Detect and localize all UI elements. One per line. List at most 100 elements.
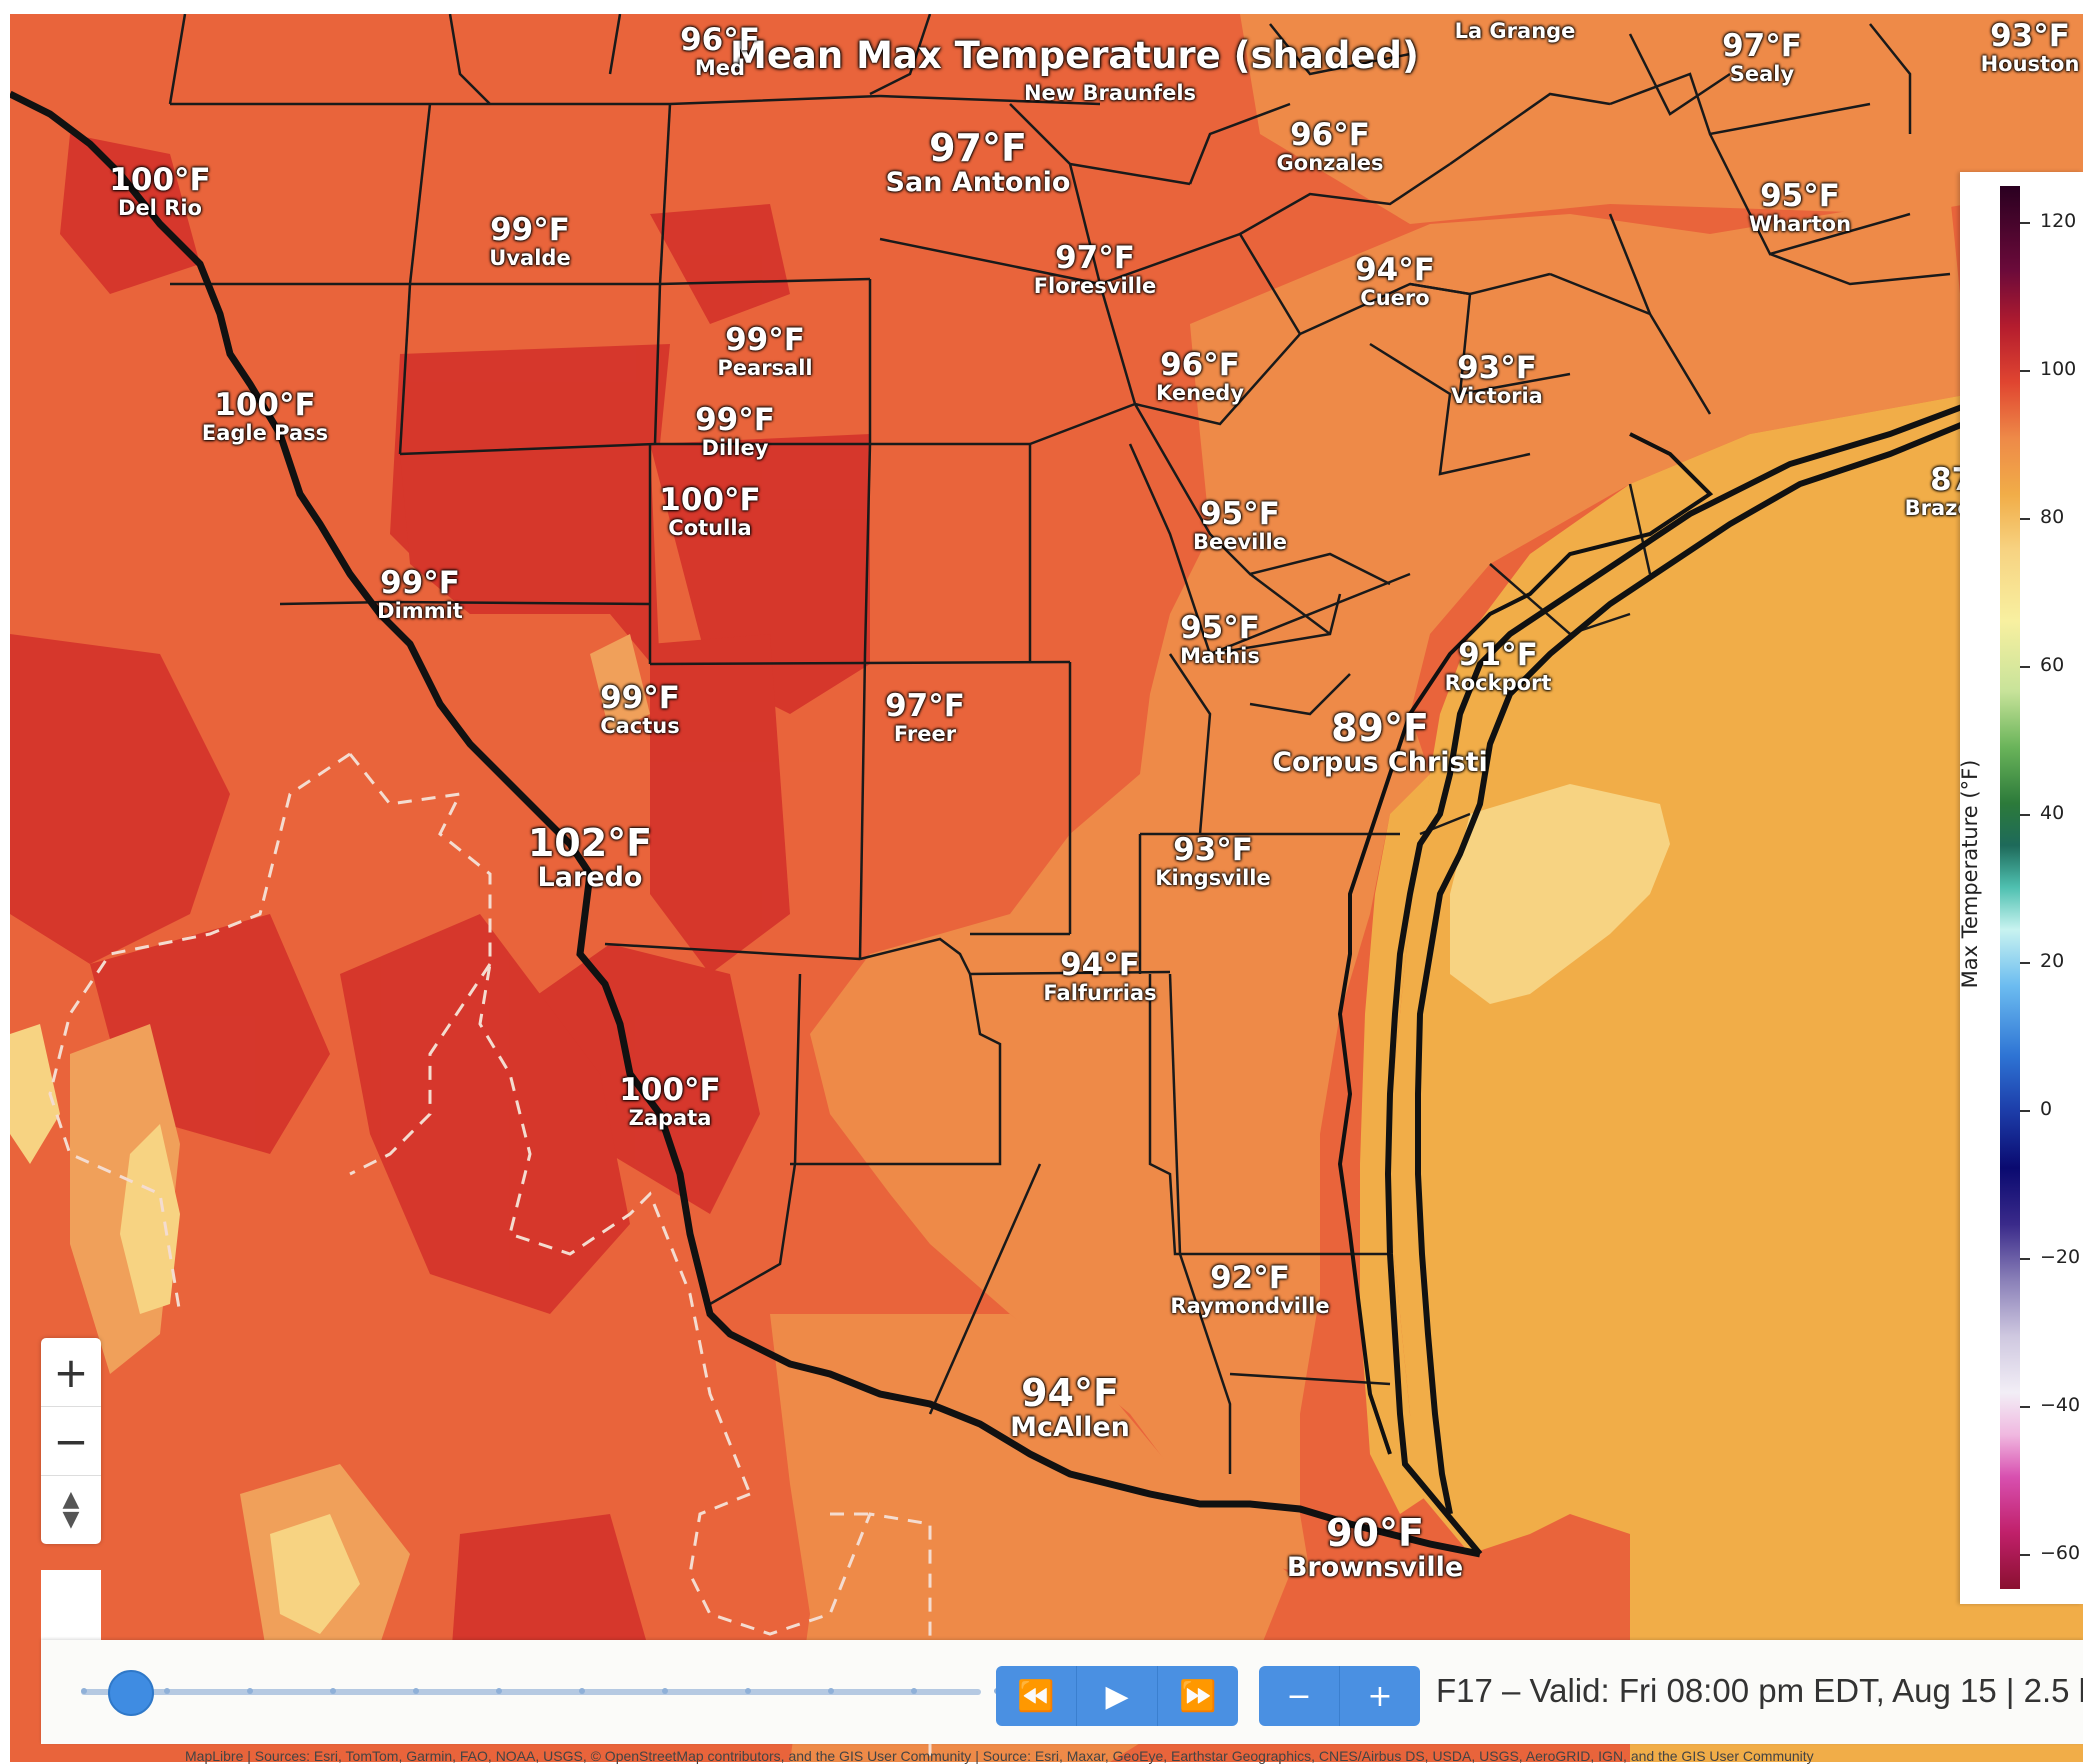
legend-tick-label: −20: [2040, 1246, 2081, 1268]
fast-forward-button[interactable]: ⏩: [1158, 1666, 1238, 1726]
city-label: 97°F Floresville: [1034, 242, 1157, 297]
city-name: Gonzales: [1276, 150, 1384, 175]
city-name: Beeville: [1192, 529, 1288, 554]
city-name: Raymondville: [1170, 1293, 1330, 1318]
city-temperature: 100°F: [109, 162, 211, 198]
city-temperature: 93°F: [1457, 350, 1537, 386]
city-label: 93°F Kingsville: [1155, 834, 1270, 889]
legend-tick-label: 40: [2040, 802, 2065, 824]
laguna-madre: [1360, 774, 1430, 1514]
city-name: La Grange: [1454, 19, 1576, 43]
city-name: Dimmit: [377, 598, 463, 623]
time-step-marker: [247, 1688, 253, 1694]
city-temperature: 93°F: [1173, 832, 1253, 868]
legend-tick-label: 60: [2040, 654, 2065, 676]
city-label: 94°F Cuero: [1355, 254, 1435, 309]
legend-tick-label: 120: [2040, 210, 2077, 232]
city-temperature: 99°F: [725, 322, 805, 358]
city-temperature: 95°F: [1760, 178, 1840, 214]
gulf-of-mexico: [1390, 394, 2083, 1762]
city-name: San Antonio: [885, 166, 1071, 198]
hot-zones: [10, 134, 870, 1714]
rio-grande-border: [10, 90, 1481, 1558]
barrier-island: [1415, 406, 2002, 1515]
time-slider-handle[interactable]: [108, 1670, 154, 1716]
coastline: [1384, 401, 1972, 1556]
step-minus-button[interactable]: −: [1259, 1666, 1340, 1726]
city-name: Houston: [1980, 51, 2080, 76]
city-name: Eagle Pass: [201, 420, 329, 445]
city-temperature: 99°F: [380, 565, 460, 601]
map-control-placeholder: [41, 1570, 101, 1642]
time-step-marker: [164, 1688, 170, 1694]
city-temperature: 100°F: [214, 387, 316, 423]
city-label: 95°F Beeville: [1193, 498, 1287, 553]
city-temperature: 92°F: [1210, 1260, 1290, 1296]
map-attribution: MapLibre | Sources: Esri, TomTom, Garmin…: [185, 1748, 1814, 1764]
city-temperature: 91°F: [1458, 637, 1538, 673]
county-lines: [168, 14, 1951, 1474]
legend-tick: [2020, 1554, 2030, 1556]
playback-controls: ⏪ ▶ ⏩ − + F17 – Valid: Fri 08:00 pm EDT,…: [41, 1640, 2083, 1744]
legend-tick-label: 100: [2040, 358, 2077, 380]
city-temperature: 99°F: [600, 680, 680, 716]
city-label: 99°F Pearsall: [717, 324, 812, 379]
temperature-map[interactable]: [10, 14, 2083, 1762]
city-temperature: 99°F: [490, 212, 570, 248]
time-step-marker: [579, 1688, 585, 1694]
city-name: Laredo: [537, 861, 643, 893]
compass-reset-button[interactable]: ▲ ▼: [41, 1476, 101, 1544]
city-name: Kenedy: [1155, 380, 1245, 405]
map-frame[interactable]: Mean Max Temperature (shaded) 96°F Med La …: [10, 14, 2083, 1762]
legend-color-bar: [2000, 186, 2020, 1589]
city-name: Brownsville: [1286, 1551, 1464, 1583]
south-arrow-icon: ▼: [62, 1507, 80, 1532]
time-slider-track[interactable]: [81, 1688, 1000, 1695]
city-name: Del Rio: [118, 195, 202, 220]
city-name: Cactus: [600, 713, 680, 738]
legend-tick: [2020, 814, 2030, 816]
city-label: 95°F Wharton: [1749, 180, 1851, 235]
city-temperature: 96°F: [680, 22, 760, 58]
city-name: Floresville: [1033, 273, 1157, 298]
city-label: 91°F Rockport: [1445, 639, 1552, 694]
zoom-out-button[interactable]: −: [41, 1407, 101, 1476]
step-plus-button[interactable]: +: [1367, 1678, 1393, 1714]
city-label: 102°F Laredo: [528, 823, 652, 893]
city-label: 96°F Kenedy: [1156, 349, 1244, 404]
forecast-valid-status: F17 – Valid: Fri 08:00 pm EDT, Aug 15 | …: [1436, 1672, 2083, 1709]
city-temperature: 97°F: [885, 688, 965, 724]
city-name: Corpus Christi: [1272, 746, 1488, 778]
city-label: 97°F Sealy: [1722, 30, 1802, 85]
state-boundaries-mexico: [48, 752, 932, 1762]
city-label: 95°F Mathis: [1180, 612, 1260, 667]
city-name: Freer: [893, 721, 957, 746]
city-label: 99°F Dilley: [695, 404, 775, 459]
city-label: 96°F Med: [680, 24, 760, 79]
speed-button-group: − +: [1259, 1666, 1420, 1726]
city-name: McAllen: [1010, 1411, 1130, 1443]
city-temperature: 96°F: [1290, 117, 1370, 153]
city-temperature: 97°F: [1055, 240, 1135, 276]
time-step-marker: [828, 1688, 834, 1694]
rewind-icon: ⏪: [1017, 1678, 1055, 1714]
city-label: La Grange: [1455, 20, 1576, 42]
city-name: Uvalde: [489, 245, 571, 270]
city-temperature: 99°F: [695, 402, 775, 438]
playback-button-group: ⏪ ▶ ⏩: [996, 1666, 1238, 1726]
time-step-marker: [745, 1688, 751, 1694]
rewind-button[interactable]: ⏪: [996, 1666, 1077, 1726]
legend-tick: [2020, 1258, 2030, 1260]
play-icon: ▶: [1105, 1678, 1129, 1714]
legend-tick: [2020, 1406, 2030, 1408]
zoom-in-button[interactable]: +: [41, 1338, 101, 1407]
legend-axis-label: Max Temperature (°F): [1958, 759, 1982, 989]
city-label: 100°F Del Rio: [109, 164, 210, 219]
legend-tick: [2020, 666, 2030, 668]
city-label: 89°F Corpus Christi: [1272, 708, 1488, 778]
legend-tick-label: 80: [2040, 506, 2065, 528]
legend-tick: [2020, 962, 2030, 964]
city-name: Zapata: [628, 1105, 712, 1130]
city-temperature: 100°F: [619, 1072, 721, 1108]
play-button[interactable]: ▶: [1077, 1666, 1158, 1726]
